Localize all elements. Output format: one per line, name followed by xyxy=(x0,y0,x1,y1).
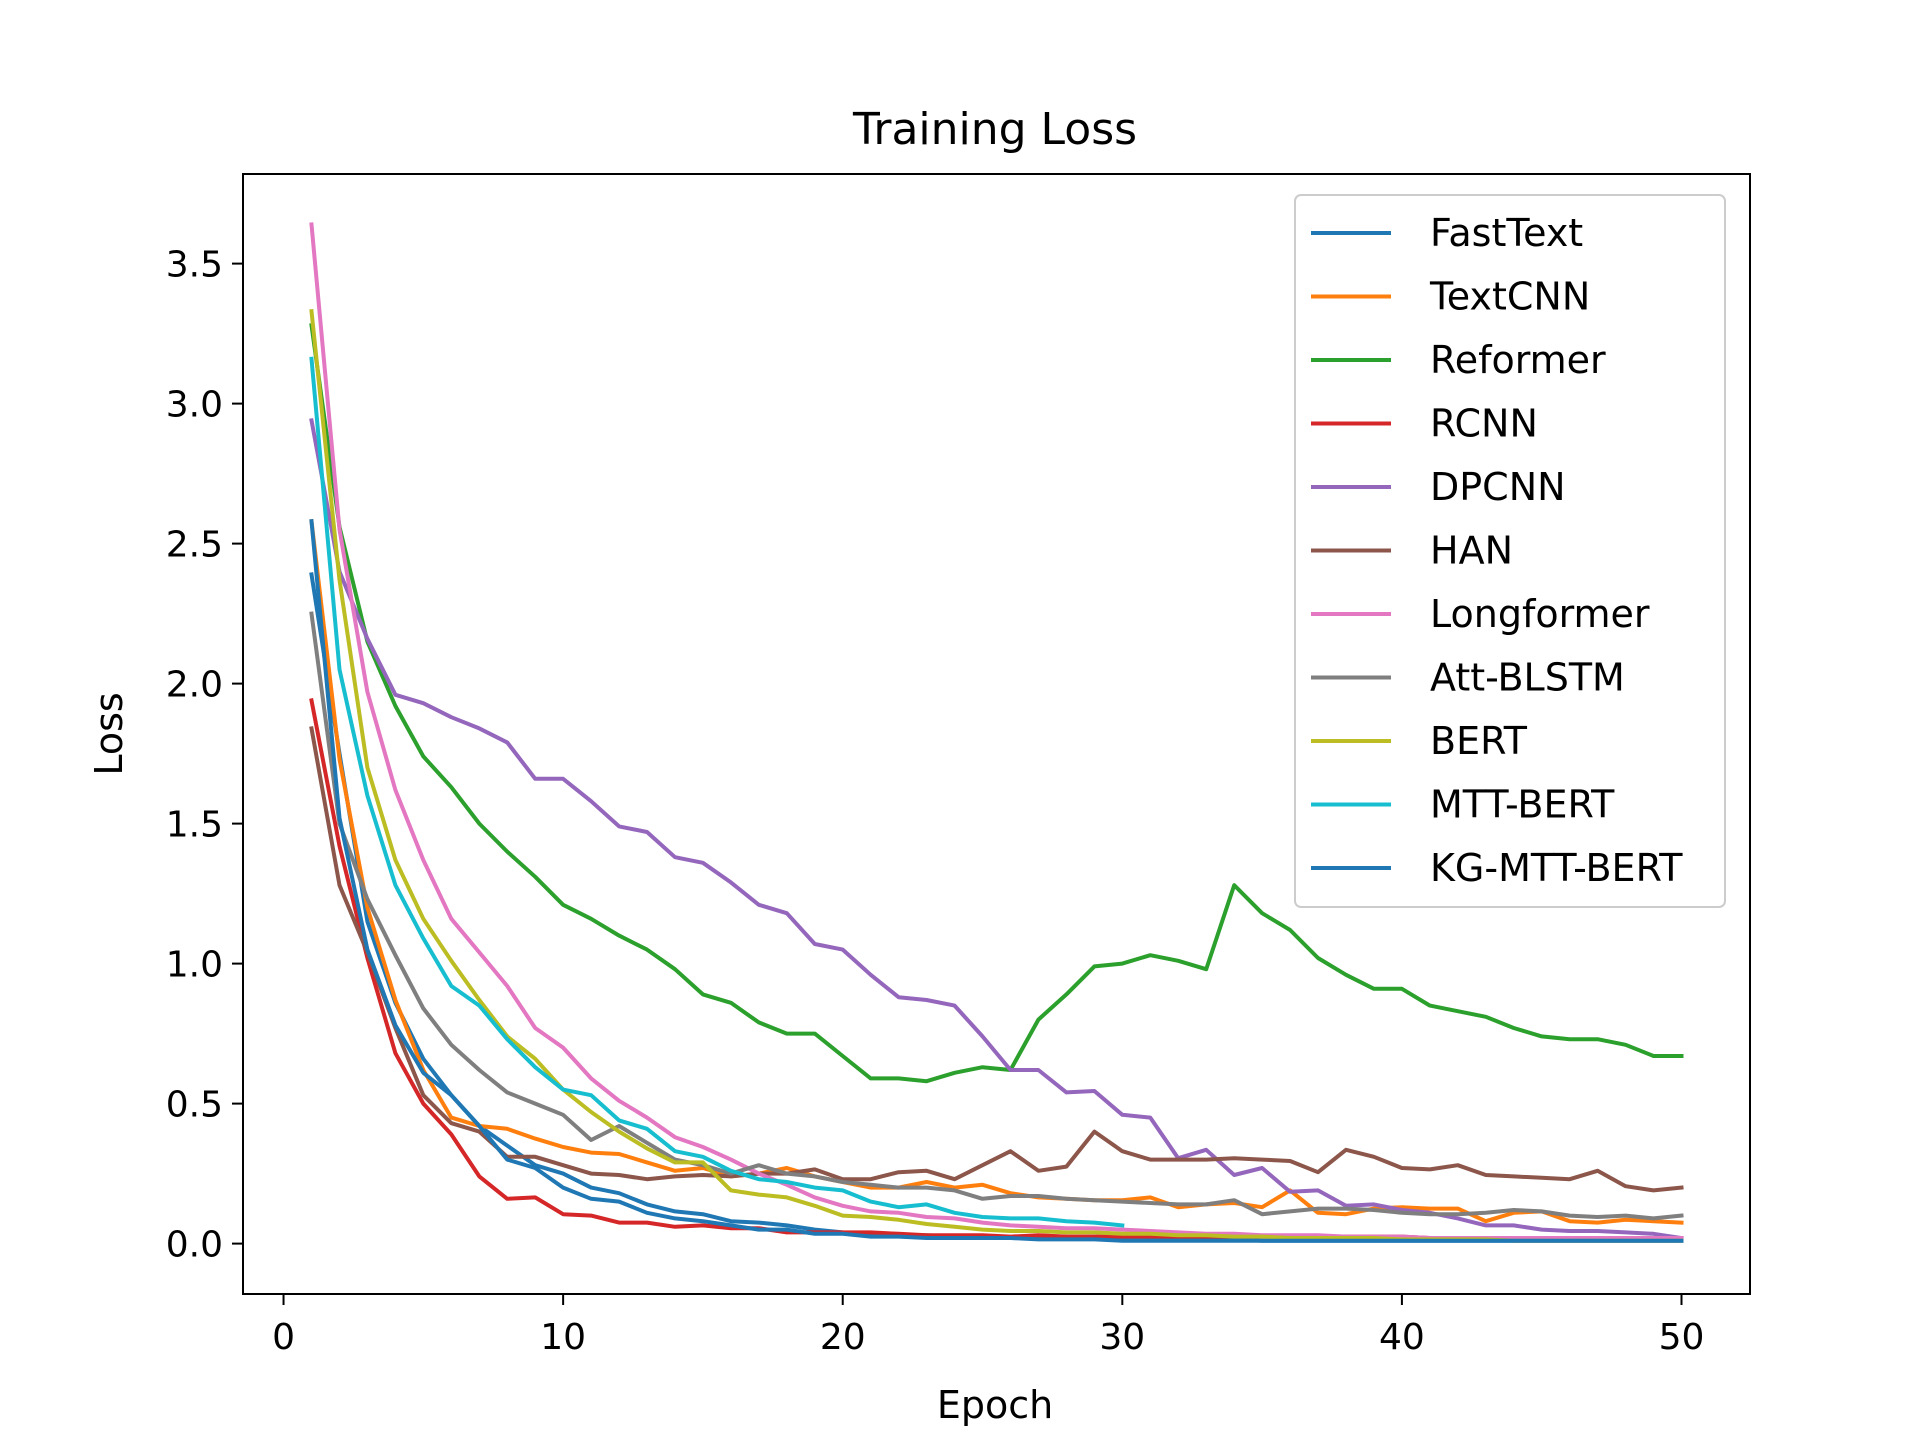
legend-label: BERT xyxy=(1430,719,1528,763)
series-line-5 xyxy=(309,726,1684,1193)
legend: FastText TextCNN Reformer RCNN DPCNN HAN Longf… xyxy=(1294,194,1726,908)
y-tick-label: 3.0 xyxy=(166,385,223,426)
y-tick-label: 3.5 xyxy=(166,245,223,286)
x-tick-label: 40 xyxy=(1379,1317,1425,1358)
legend-box xyxy=(1294,194,1726,908)
legend-label: TextCNN xyxy=(1429,275,1590,319)
x-tick-label: 50 xyxy=(1659,1317,1705,1358)
y-tick-label: 1.5 xyxy=(166,805,223,846)
legend-label: HAN xyxy=(1430,529,1513,573)
series-line-7 xyxy=(309,611,1684,1221)
y-axis-label: Loss xyxy=(87,692,131,775)
x-tick-label: 10 xyxy=(540,1317,586,1358)
y-tick-label: 1.0 xyxy=(166,945,223,986)
y-tick-label: 0.5 xyxy=(166,1085,223,1126)
x-tick-label: 30 xyxy=(1099,1317,1145,1358)
series-line-2 xyxy=(309,322,1684,1084)
series-line-10 xyxy=(309,519,1684,1243)
legend-label: MTT-BERT xyxy=(1430,783,1615,827)
x-axis-label: Epoch xyxy=(937,1383,1053,1427)
y-tick-label: 0.0 xyxy=(166,1225,223,1266)
legend-label: DPCNN xyxy=(1430,465,1566,509)
y-tick-label: 2.0 xyxy=(166,665,223,706)
legend-label: Att-BLSTM xyxy=(1430,656,1625,700)
legend-label: Reformer xyxy=(1430,338,1606,382)
series-line-4 xyxy=(309,418,1684,1241)
plot-frame xyxy=(242,173,1751,1295)
legend-label: FastText xyxy=(1430,211,1583,255)
series-layer xyxy=(309,222,1684,1243)
series-line-9 xyxy=(309,356,1125,1228)
x-axis: 0 10 20 30 40 50 xyxy=(272,1294,1704,1358)
legend-label: Longformer xyxy=(1430,592,1650,636)
x-tick-label: 0 xyxy=(272,1317,295,1358)
series-line-1 xyxy=(309,518,1684,1225)
chart-title: Training Loss xyxy=(852,104,1137,155)
legend-label: KG-MTT-BERT xyxy=(1430,846,1683,890)
legend-label: RCNN xyxy=(1430,402,1538,446)
x-tick-label: 20 xyxy=(820,1317,866,1358)
y-axis: 0.0 0.5 1.0 1.5 2.0 2.5 3.0 3.5 xyxy=(166,245,243,1266)
y-tick-label: 2.5 xyxy=(166,525,223,566)
